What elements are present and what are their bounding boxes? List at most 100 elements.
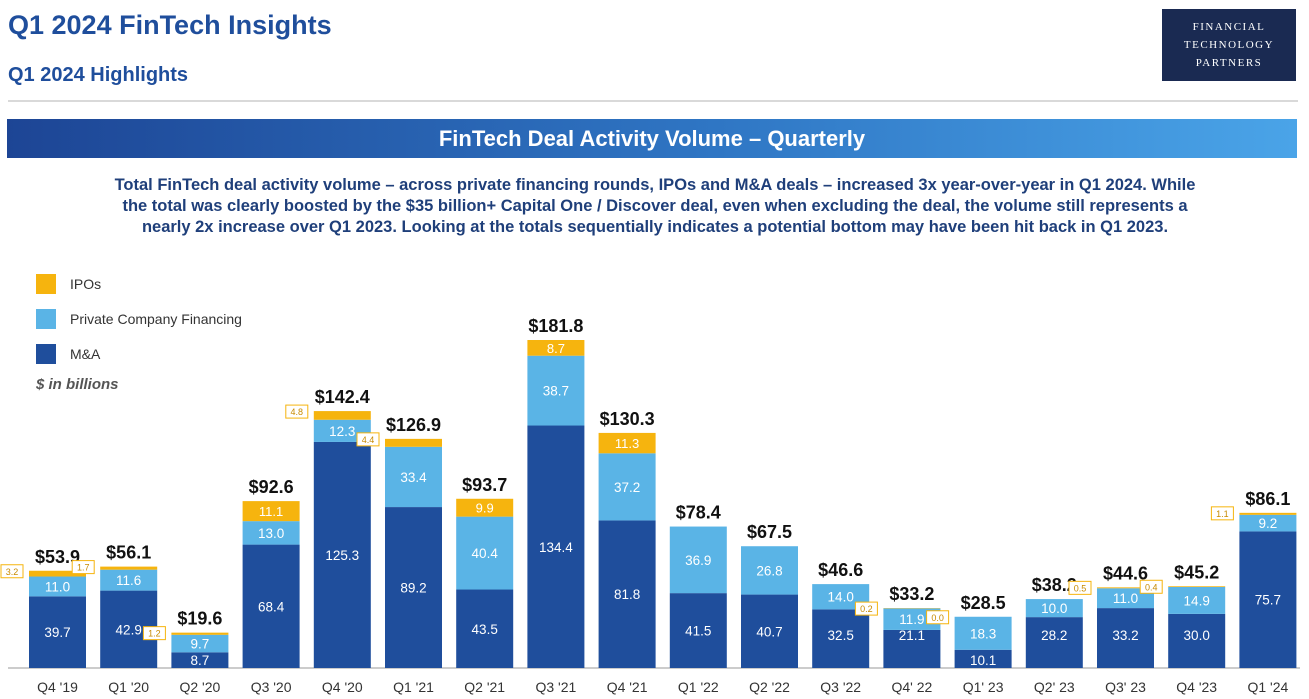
segment-label: 9.2 (1259, 516, 1278, 531)
total-label: $181.8 (528, 316, 583, 336)
ipo-callout-box (142, 626, 166, 641)
bar-segment (456, 516, 514, 590)
segment-label: 8.7 (191, 653, 210, 668)
total-label: $45.2 (1174, 562, 1219, 582)
segment-label: 125.3 (325, 548, 359, 563)
bar-segment (741, 546, 798, 595)
bar-segment (669, 593, 727, 668)
bar-segment (1168, 613, 1226, 668)
bar-segment (741, 594, 798, 668)
total-label: $93.7 (462, 475, 507, 495)
company-logo: FINANCIAL TECHNOLOGY PARTNERS (1162, 9, 1296, 81)
chart-legend: IPOs Private Company Financing M&A (36, 266, 242, 371)
segment-label: 33.2 (1112, 628, 1138, 643)
bar-segment (171, 634, 229, 653)
segment-label: 38.7 (543, 384, 569, 399)
bar-segment (883, 629, 941, 668)
x-tick-label: Q2 '21 (464, 679, 505, 695)
bar-segment (385, 438, 442, 447)
ipo-callout-label: 1.2 (148, 629, 161, 639)
x-tick-label: Q4 '20 (322, 679, 363, 695)
x-tick-label: Q2' 23 (1034, 679, 1075, 695)
ipo-callout-box (356, 432, 380, 447)
x-tick-label: Q1 '21 (393, 679, 434, 695)
bar-segment (1239, 512, 1297, 515)
ipo-callout-label: 0.4 (1145, 582, 1158, 592)
segment-label: 134.4 (539, 540, 573, 555)
x-tick-label: Q4 '21 (607, 679, 648, 695)
segment-label: 11.1 (259, 504, 283, 519)
bar-segment (171, 632, 229, 635)
bar-segment (1025, 599, 1083, 618)
bar-segment (242, 521, 300, 545)
bar-segment (29, 570, 86, 577)
segment-label: 12.3 (329, 424, 355, 439)
bar-segment (527, 340, 585, 356)
legend-item-ma: M&A (36, 336, 242, 371)
bar-segment (669, 526, 727, 594)
bar-segment (1239, 514, 1297, 532)
total-label: $67.5 (747, 522, 792, 542)
ipo-callout-label: 0.2 (860, 604, 873, 614)
description-text: Total FinTech deal activity volume – acr… (114, 176, 1196, 236)
bar-segment (456, 589, 514, 668)
ipo-callout-label: 0.5 (1074, 583, 1087, 593)
bar-segment (1239, 531, 1297, 668)
segment-label: 68.4 (258, 599, 285, 614)
bar-segment (313, 411, 371, 420)
ipo-callout-box (71, 560, 95, 575)
total-label: $53.9 (35, 547, 80, 567)
legend-swatch-ma (36, 343, 56, 364)
ipo-callout-label: 3.2 (6, 567, 19, 577)
units-note: $ in billions (36, 376, 119, 393)
ipo-callout-label: 4.8 (291, 407, 304, 417)
segment-label: 40.7 (756, 624, 782, 639)
bar-segment (1168, 586, 1226, 614)
segment-label: 42.9 (116, 622, 142, 637)
ipo-callout-box (1210, 506, 1234, 521)
ipo-callout-box (285, 404, 309, 419)
segment-label: 11.3 (615, 436, 639, 451)
segment-label: 8.7 (547, 341, 565, 356)
bar-segment (1097, 608, 1154, 668)
bar-segment (1097, 587, 1154, 589)
segment-label: 89.2 (400, 581, 426, 596)
segment-label: 11.9 (899, 612, 924, 627)
segment-label: 32.5 (828, 628, 854, 643)
legend-label-ma: M&A (70, 345, 101, 362)
legend-swatch-ipos (36, 273, 56, 294)
header-divider (8, 100, 1298, 102)
legend-item-private: Private Company Financing (36, 301, 242, 336)
segment-label: 37.2 (614, 480, 640, 495)
total-label: $126.9 (386, 415, 441, 435)
x-tick-label: Q4' 22 (891, 679, 932, 695)
x-tick-label: Q3 '21 (535, 679, 576, 695)
segment-label: 11.6 (116, 573, 141, 588)
segment-label: 9.9 (476, 501, 494, 516)
logo-line-3: PARTNERS (1195, 57, 1263, 69)
legend-label-private: Private Company Financing (70, 310, 242, 327)
total-label: $38.2 (1032, 575, 1077, 595)
x-tick-label: Q1 '24 (1247, 679, 1288, 695)
bar-segment (527, 355, 585, 426)
total-label: $44.6 (1103, 563, 1148, 583)
total-label: $130.3 (600, 409, 655, 429)
segment-label: 33.4 (400, 470, 427, 485)
legend-swatch-private (36, 308, 56, 329)
x-tick-label: Q4 '23 (1176, 679, 1217, 695)
bar-segment (456, 498, 514, 517)
total-label: $28.5 (961, 593, 1006, 613)
page-title: Q1 2024 FinTech Insights (8, 10, 332, 40)
ipo-callout-box (926, 610, 950, 625)
segment-label: 39.7 (44, 625, 70, 640)
bar-segment (242, 544, 300, 668)
total-label: $86.1 (1245, 489, 1290, 509)
segment-label: 75.7 (1255, 593, 1281, 608)
segment-label: 36.9 (685, 553, 711, 568)
segment-label: 10.1 (970, 653, 996, 668)
bar-segment (812, 609, 870, 668)
segment-label: 43.5 (472, 622, 498, 637)
bar-segment (242, 501, 300, 522)
segment-label: 10.0 (1041, 601, 1067, 616)
segment-label: 11.0 (45, 579, 70, 594)
